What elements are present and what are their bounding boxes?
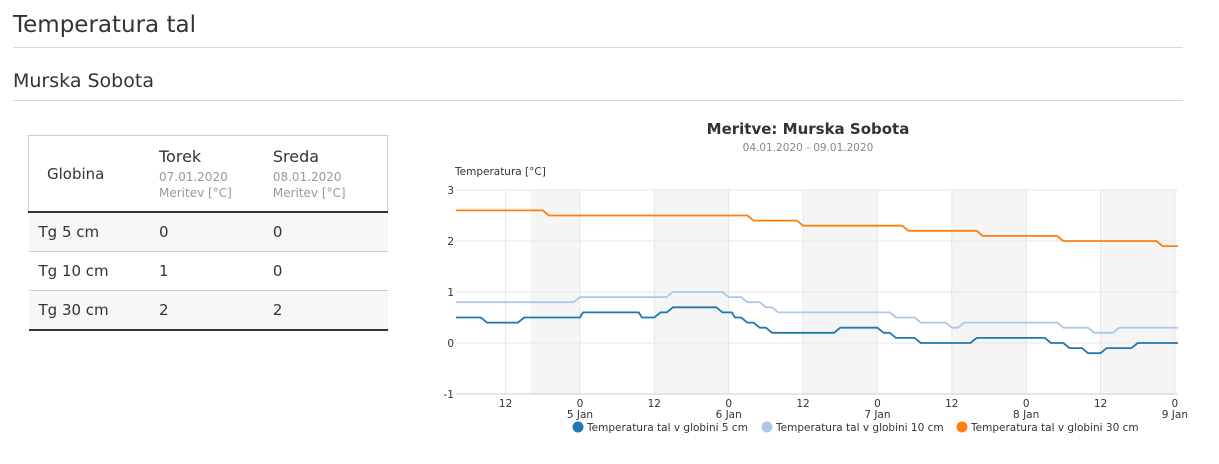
x-tick-label: 0 (1172, 398, 1179, 410)
x-tick-label: 0 (577, 398, 584, 410)
series-line-3 (456, 209, 1178, 247)
x-tick-date: 9 Jan (1162, 409, 1188, 421)
series-layer (456, 209, 1178, 355)
y-tick-label: 0 (447, 338, 454, 350)
table-cell: 1 (159, 251, 273, 291)
table-row: Tg 30 cm 2 2 (28, 290, 388, 331)
chart-title: Meritve: Murska Sobota (707, 120, 910, 138)
x-tick-label: 0 (1023, 398, 1030, 410)
x-tick-label: 12 (499, 398, 512, 410)
table-cell: 2 (272, 290, 388, 331)
day-name: Sreda (272, 146, 320, 166)
x-tick-label: 12 (945, 398, 958, 410)
table-cell: 0 (272, 212, 388, 252)
legend-label: Temperatura tal v globini 30 cm (970, 422, 1139, 434)
table-cell: 0 (272, 251, 388, 291)
x-tick-label: 0 (725, 398, 732, 410)
station-title: Murska Sobota (13, 70, 1183, 101)
y-tick-label: -1 (444, 389, 454, 401)
depth-label: Tg 30 cm (28, 290, 159, 331)
grid-lines (456, 189, 1178, 395)
chart-subtitle: 04.01.2020 - 09.01.2020 (743, 142, 874, 154)
x-tick-date: 5 Jan (567, 409, 593, 421)
legend-label: Temperatura tal v globini 5 cm (586, 422, 748, 434)
day-date: 07.01.2020 (159, 169, 228, 184)
y-axis-title: Temperatura [°C] (454, 166, 546, 178)
table-cell: 2 (159, 290, 273, 331)
depth-label: Tg 10 cm (28, 251, 159, 291)
depth-header: Globina (28, 135, 159, 213)
legend-marker (572, 421, 584, 433)
legend: Temperatura tal v globini 5 cm Temperatur… (572, 421, 1139, 434)
series-line-2 (456, 291, 1178, 334)
day-name: Torek (159, 146, 202, 166)
table-header-row: Globina Torek 07.01.2020 Meritev [°C] Sr… (28, 135, 388, 213)
table-row: Tg 5 cm 0 0 (28, 212, 388, 252)
day-unit: Meritev [°C] (159, 185, 232, 200)
legend-marker (956, 421, 968, 433)
page-title: Temperatura tal (13, 12, 1183, 48)
day-unit: Meritev [°C] (272, 185, 346, 200)
x-tick-label: 0 (874, 398, 881, 410)
x-tick-label: 12 (796, 398, 809, 410)
x-tick-label: 12 (1094, 398, 1107, 410)
x-tick-date: 7 Jan (864, 409, 890, 421)
y-tick-label: 2 (447, 236, 454, 248)
y-tick-label: 1 (447, 287, 454, 299)
x-tick-date: 6 Jan (716, 409, 742, 421)
series-line-1 (456, 306, 1178, 355)
depth-label: Tg 5 cm (28, 212, 159, 252)
measurements-table: Globina Torek 07.01.2020 Meritev [°C] Sr… (28, 135, 388, 331)
day-header-0: Torek 07.01.2020 Meritev [°C] (159, 135, 273, 213)
day-date: 08.01.2020 (272, 169, 342, 184)
table-cell: 0 (159, 212, 273, 252)
x-tick-label: 12 (648, 398, 661, 410)
day-header-1: Sreda 08.01.2020 Meritev [°C] (272, 135, 388, 213)
legend-label: Temperatura tal v globini 10 cm (775, 422, 944, 434)
x-tick-date: 8 Jan (1013, 409, 1039, 421)
table-row: Tg 10 cm 1 0 (28, 251, 388, 291)
y-tick-label: 3 (447, 185, 454, 197)
legend-marker (761, 421, 773, 433)
